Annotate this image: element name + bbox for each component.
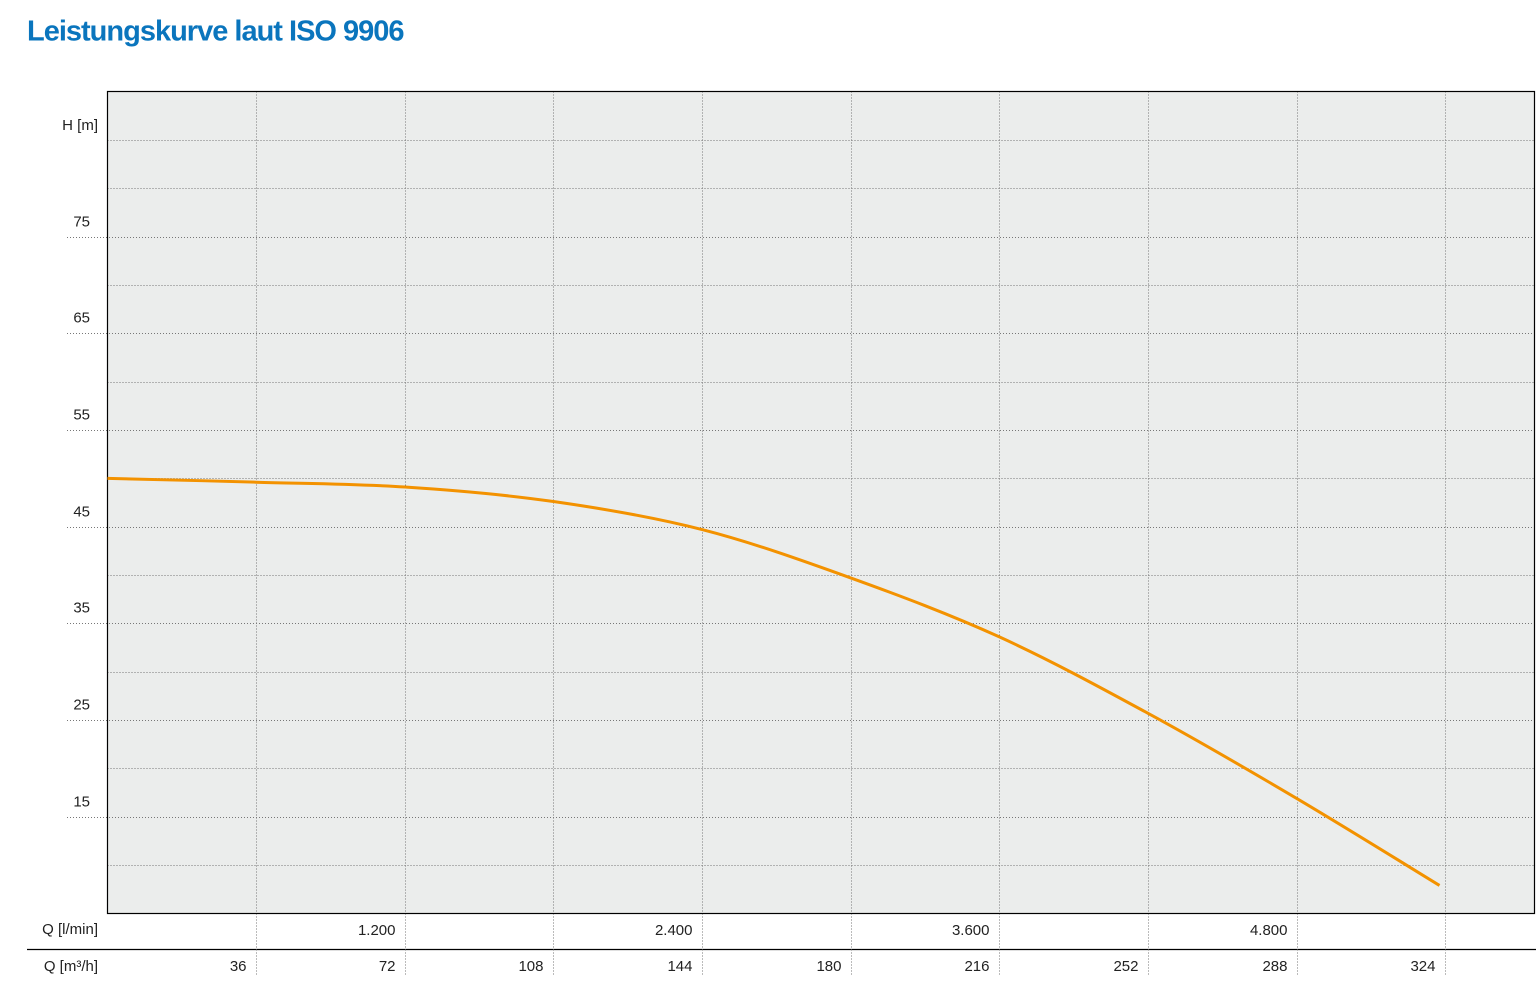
y-tick-label: 15 (73, 793, 90, 810)
x-tick-label: 180 (816, 958, 841, 975)
y-tick-label: 25 (73, 696, 90, 713)
x2-axis-label: Q [l/min] (42, 921, 98, 938)
x-axis-label: Q [m³/h] (44, 958, 98, 975)
chart-title: Leistungskurve laut ISO 9906 (27, 16, 404, 48)
y-tick-label: 45 (73, 503, 90, 520)
x2-tick-label: 1.200 (358, 922, 396, 939)
x-tick-label: 324 (1410, 958, 1435, 975)
y-tick-label: 75 (73, 213, 90, 230)
x-tick-label: 108 (518, 958, 543, 975)
x-tick-label: 144 (667, 958, 692, 975)
plot-border (106, 90, 1536, 915)
x2-tick-label: 4.800 (1250, 922, 1288, 939)
x-tick-label: 36 (230, 958, 247, 975)
y-axis-label: H [m] (62, 117, 98, 134)
x-tick-label: 72 (379, 958, 396, 975)
x2-tick-label: 3.600 (952, 922, 990, 939)
x-tick-label: 288 (1262, 958, 1287, 975)
x-tick-label: 252 (1113, 958, 1138, 975)
y-tick-label: 35 (73, 599, 90, 616)
y-tick-label: 55 (73, 406, 90, 423)
x2-tick-label: 2.400 (655, 922, 693, 939)
x-tick-label: 216 (964, 958, 989, 975)
plot-area (107, 91, 1535, 914)
curve (107, 476, 1441, 887)
y-tick-label: 65 (73, 309, 90, 326)
